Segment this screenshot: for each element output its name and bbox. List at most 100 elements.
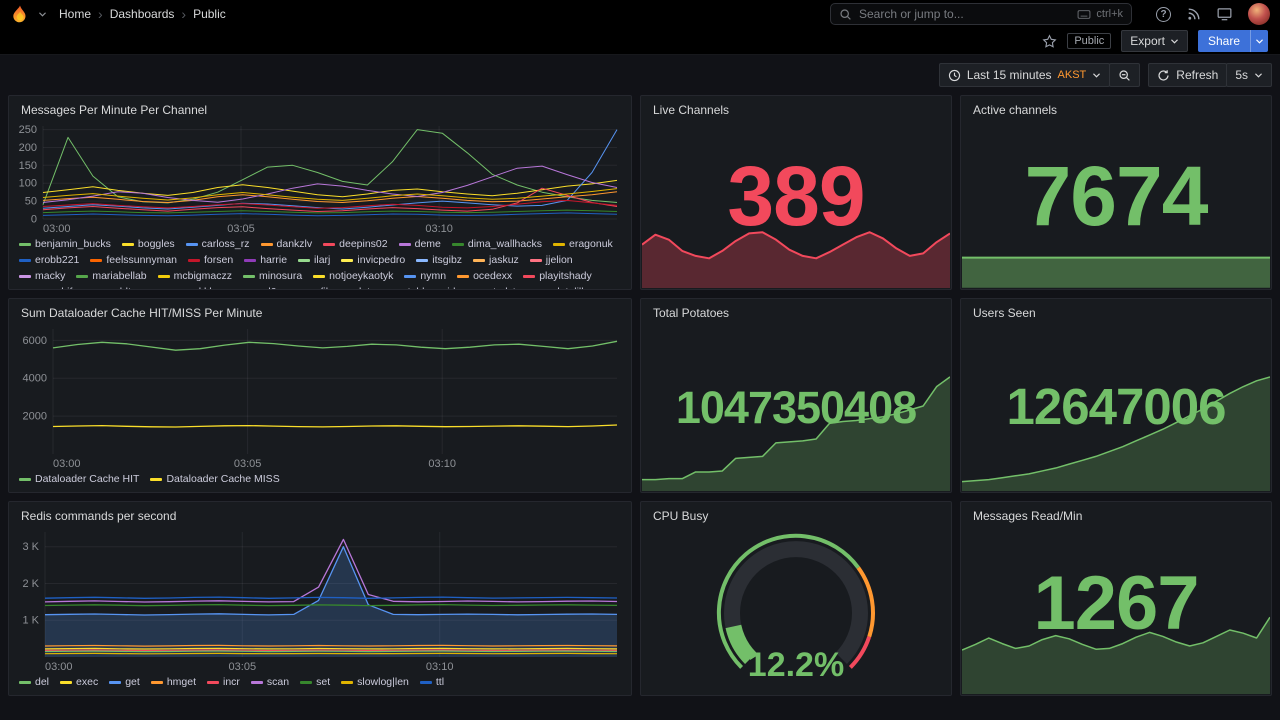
legend-item[interactable]: invicpedro bbox=[341, 253, 405, 267]
legend-item[interactable]: eragonuk bbox=[553, 237, 613, 251]
legend-item[interactable]: raddtrap bbox=[91, 285, 146, 289]
public-tag[interactable]: Public bbox=[1067, 33, 1112, 49]
refresh-interval-picker[interactable]: 5s bbox=[1226, 63, 1272, 87]
legend-item[interactable]: feelssunnyman bbox=[90, 253, 177, 267]
legend-item[interactable]: dima_wallhacks bbox=[451, 237, 542, 251]
panel-title[interactable]: Total Potatoes bbox=[653, 306, 730, 320]
messages-chart[interactable]: 0 50 100 150 200 250 03:00 03:05 03:10 bbox=[13, 120, 623, 235]
legend-item[interactable]: mariabellab bbox=[76, 269, 147, 283]
panel-title[interactable]: Redis commands per second bbox=[21, 509, 177, 523]
legend-item[interactable]: jaskuz bbox=[473, 253, 519, 267]
legend-swatch bbox=[457, 274, 470, 278]
legend-item[interactable]: Dataloader Cache MISS bbox=[150, 472, 280, 486]
breadcrumb-dashboards[interactable]: Dashboards bbox=[109, 7, 175, 21]
legend-item[interactable]: deepins02 bbox=[323, 237, 388, 251]
legend-item[interactable]: carloss_rz bbox=[185, 237, 250, 251]
breadcrumb-home[interactable]: Home bbox=[59, 7, 92, 21]
legend-label: del bbox=[35, 676, 50, 688]
cpu-gauge[interactable] bbox=[712, 529, 880, 693]
svg-text:250: 250 bbox=[19, 124, 37, 136]
panel-title[interactable]: Live Channels bbox=[653, 103, 730, 117]
redis-chart[interactable]: 1 K 2 K 3 K 03:00 03:05 03:10 bbox=[13, 526, 623, 673]
time-range-picker[interactable]: Last 15 minutes AKST bbox=[938, 63, 1111, 87]
legend-item[interactable]: nymn bbox=[404, 269, 446, 283]
legend-item[interactable]: harrie bbox=[244, 253, 287, 267]
stat-content: 1267 bbox=[961, 526, 1271, 695]
legend-item[interactable]: lutulilles bbox=[541, 285, 594, 289]
legend-item[interactable]: slowlog|len bbox=[341, 675, 409, 689]
panel-cpu-busy: CPU Busy 12.2% bbox=[640, 501, 952, 696]
legend-item[interactable]: hmget bbox=[150, 675, 196, 689]
panel-title[interactable]: Active channels bbox=[973, 103, 1058, 117]
legend-item[interactable]: boggles bbox=[121, 237, 175, 251]
legend-item[interactable]: sofiko_sculpts bbox=[293, 285, 375, 289]
legend-item[interactable]: ilarj bbox=[298, 253, 330, 267]
legend-swatch bbox=[185, 242, 198, 246]
legend-item[interactable]: deme bbox=[398, 237, 441, 251]
grafana-logo-icon[interactable] bbox=[10, 4, 30, 24]
breadcrumb-public[interactable]: Public bbox=[193, 7, 226, 21]
panel-title[interactable]: CPU Busy bbox=[653, 509, 709, 523]
legend-item[interactable]: Dataloader Cache HIT bbox=[19, 472, 139, 486]
live-channels-sparkline[interactable] bbox=[642, 224, 950, 288]
legend-item[interactable]: preachifw bbox=[19, 285, 80, 289]
rss-icon[interactable] bbox=[1187, 7, 1201, 21]
legend-item[interactable]: scan bbox=[250, 675, 290, 689]
legend-item[interactable]: ttl bbox=[419, 675, 444, 689]
legend-item[interactable]: benjamin_bucks bbox=[19, 237, 111, 251]
legend-item[interactable]: macky bbox=[19, 269, 65, 283]
legend-item[interactable]: incr bbox=[207, 675, 240, 689]
legend-label: invicpedro bbox=[357, 254, 406, 266]
messages-read-sparkline[interactable] bbox=[962, 596, 1270, 694]
stat-content: 389 bbox=[641, 120, 951, 289]
legend-swatch bbox=[473, 258, 486, 262]
legend-item[interactable]: dankzlv bbox=[260, 237, 312, 251]
export-button[interactable]: Export bbox=[1121, 30, 1188, 52]
legend-item[interactable]: get bbox=[109, 675, 140, 689]
share-button[interactable]: Share bbox=[1197, 30, 1250, 52]
legend-item[interactable]: erobb221 bbox=[19, 253, 79, 267]
legend-label: scan bbox=[266, 676, 290, 688]
total-potatoes-sparkline[interactable] bbox=[642, 373, 950, 491]
legend-item[interactable]: notjoeykaotyk bbox=[313, 269, 393, 283]
legend-label: Dataloader Cache HIT bbox=[35, 473, 140, 485]
panel-title[interactable]: Messages Per Minute Per Channel bbox=[21, 103, 208, 117]
legend-item[interactable]: stablesnaids bbox=[386, 285, 460, 289]
legend-label: lutulilles bbox=[557, 285, 594, 289]
dataloader-chart[interactable]: 2000 4000 6000 03:00 03:05 03:10 bbox=[13, 323, 623, 470]
legend-swatch bbox=[19, 680, 31, 684]
search-input[interactable]: Search or jump to... ctrl+k bbox=[830, 3, 1132, 25]
active-channels-sparkline[interactable] bbox=[962, 254, 1270, 288]
legend-item[interactable]: exec bbox=[60, 675, 98, 689]
legend-item[interactable]: itsgibz bbox=[416, 253, 462, 267]
help-icon[interactable]: ? bbox=[1156, 6, 1171, 22]
legend-label: jjelion bbox=[545, 254, 573, 266]
legend-swatch bbox=[242, 274, 255, 278]
legend-item[interactable]: set bbox=[300, 675, 330, 689]
legend-item[interactable]: ocedexx bbox=[457, 269, 512, 283]
legend-swatch bbox=[298, 258, 311, 262]
legend-item[interactable]: minosura bbox=[242, 269, 302, 283]
legend-item[interactable]: send0o bbox=[232, 285, 282, 289]
legend-item[interactable]: playitshady bbox=[523, 269, 592, 283]
zoom-out-button[interactable] bbox=[1109, 63, 1141, 87]
legend-item[interactable]: studytme bbox=[472, 285, 531, 289]
refresh-button[interactable]: Refresh bbox=[1148, 63, 1228, 87]
monitor-icon[interactable] bbox=[1217, 7, 1232, 21]
legend-swatch bbox=[553, 242, 565, 246]
share-menu-caret[interactable] bbox=[1250, 30, 1268, 52]
legend-item[interactable]: forsen bbox=[188, 253, 233, 267]
star-icon[interactable] bbox=[1042, 33, 1057, 49]
panel-title[interactable]: Messages Read/Min bbox=[973, 509, 1083, 523]
legend-item[interactable]: samukkha bbox=[157, 285, 221, 289]
legend-item[interactable]: del bbox=[19, 675, 49, 689]
legend-item[interactable]: jjelion bbox=[529, 253, 573, 267]
top-nav: Home › Dashboards › Public Search or jum… bbox=[0, 0, 1280, 28]
legend-item[interactable]: mcbigmaczz bbox=[157, 269, 232, 283]
panel-title[interactable]: Users Seen bbox=[973, 306, 1036, 320]
avatar[interactable] bbox=[1248, 3, 1270, 25]
users-seen-sparkline[interactable] bbox=[962, 373, 1270, 491]
chevron-down-icon[interactable] bbox=[38, 11, 47, 18]
panel-title[interactable]: Sum Dataloader Cache HIT/MISS Per Minute bbox=[21, 306, 263, 320]
refresh-icon bbox=[1157, 69, 1170, 82]
